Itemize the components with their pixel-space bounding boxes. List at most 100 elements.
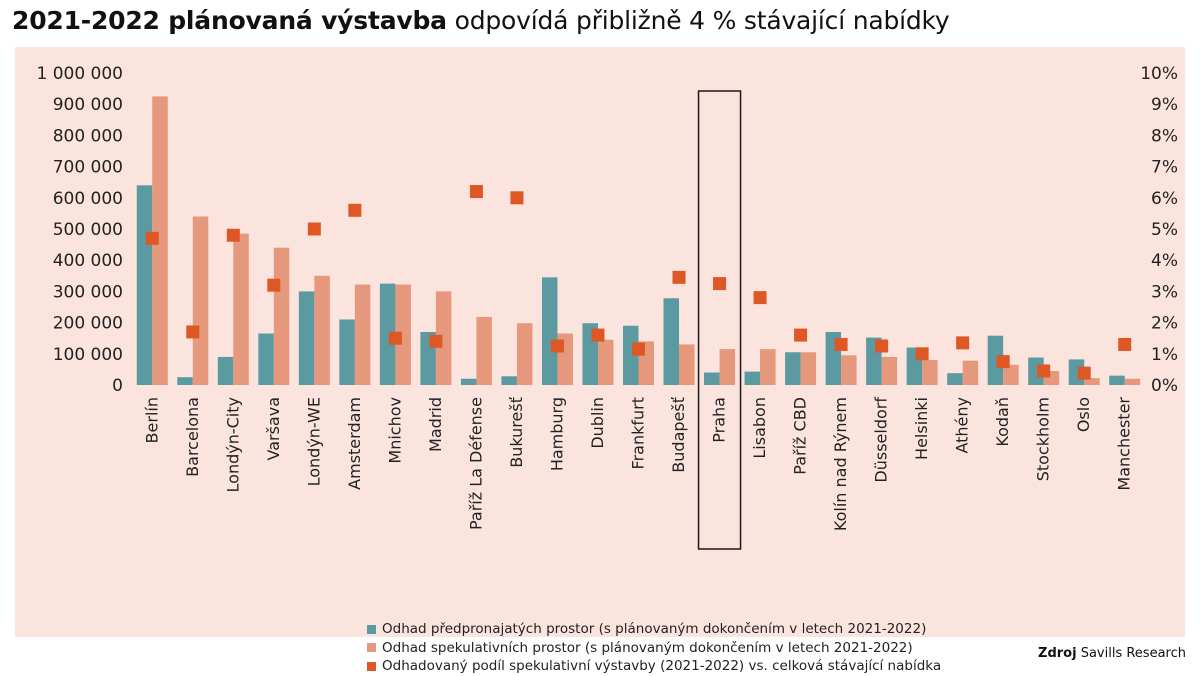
category-label: Helsinki xyxy=(912,397,931,460)
bar-speculative xyxy=(233,233,249,385)
chart-area: 0 100 000 200 000 300 000 400 000 500 000 600 … xyxy=(15,47,1185,674)
legend-label: Odhad předpronajatých prostor (s plánova… xyxy=(382,621,927,637)
category-label: Londýn-WE xyxy=(304,397,323,486)
category-label: Berlín xyxy=(142,397,161,443)
bar-preleased xyxy=(501,376,517,385)
category-label: Bukurešť xyxy=(507,397,526,468)
share-marker xyxy=(875,339,889,353)
y-left-tick-label: 200 000 xyxy=(53,314,123,334)
legend-swatch xyxy=(367,643,376,653)
share-marker xyxy=(753,291,767,305)
bar-preleased xyxy=(1028,357,1044,385)
bar-speculative xyxy=(922,360,938,385)
bar-preleased xyxy=(379,283,396,385)
legend: Odhad předpronajatých prostor (s plánova… xyxy=(367,620,941,676)
category-label: Varšava xyxy=(264,397,283,461)
category-label: Amsterdam xyxy=(345,397,364,490)
share-marker xyxy=(794,328,808,342)
bar-speculative xyxy=(841,355,857,385)
bar-speculative xyxy=(1003,364,1019,385)
y-right-tick-label: 9% xyxy=(1151,95,1178,115)
share-marker xyxy=(307,222,321,236)
y-left-tick-label: 400 000 xyxy=(53,251,123,271)
category-label: Hamburg xyxy=(547,397,566,471)
bar-speculative xyxy=(1124,378,1141,385)
share-marker xyxy=(996,355,1010,369)
y-left-tick-label: 800 000 xyxy=(53,126,123,146)
bar-preleased xyxy=(785,352,801,385)
bar-preleased xyxy=(339,319,355,385)
category-label: Paříž La Défense xyxy=(466,397,485,530)
bar-preleased xyxy=(704,372,720,385)
bar-preleased xyxy=(258,333,274,385)
y-left-tick-label: 300 000 xyxy=(53,282,123,302)
bar-preleased xyxy=(177,377,193,385)
category-label: Barcelona xyxy=(183,397,202,477)
chart-plot: 0 100 000 200 000 300 000 400 000 500 000 600 … xyxy=(36,64,1178,550)
legend-item: Odhad spekulativních prostor (s plánovan… xyxy=(367,639,941,658)
category-label: Lisabon xyxy=(750,397,769,459)
category-label: Paříž CBD xyxy=(791,397,810,475)
y-left-tick-label: 900 000 xyxy=(53,95,123,115)
y-left-tick-label: 500 000 xyxy=(53,220,123,240)
bar-preleased xyxy=(623,325,639,385)
bar-preleased xyxy=(460,378,477,385)
y-left-tick-label: 0 xyxy=(112,376,123,396)
share-marker xyxy=(267,278,281,292)
share-marker xyxy=(591,328,605,342)
legend-item: Odhadovaný podíl spekulativní výstavby (… xyxy=(367,657,941,676)
y-left-tick-label: 600 000 xyxy=(53,189,123,209)
bar-preleased xyxy=(744,371,761,385)
y-right-tick-label: 4% xyxy=(1151,251,1178,271)
category-label: Budapešť xyxy=(669,397,688,473)
category-label: Manchester xyxy=(1115,397,1134,491)
legend-swatch xyxy=(367,624,376,634)
legend-label: Odhad spekulativních prostor (s plánovan… xyxy=(382,639,913,656)
share-marker xyxy=(145,231,159,245)
y-right-tick-label: 5% xyxy=(1151,220,1178,240)
bar-speculative xyxy=(962,360,979,385)
bar-speculative xyxy=(476,316,492,385)
legend-swatch xyxy=(367,661,376,671)
share-marker xyxy=(672,270,686,284)
bar-preleased xyxy=(1109,375,1125,385)
share-marker xyxy=(1077,366,1091,380)
bar-speculative xyxy=(800,352,817,385)
bar-speculative xyxy=(679,344,695,385)
bar-speculative xyxy=(760,349,776,385)
category-label: Kodaň xyxy=(993,397,1012,447)
bar-preleased xyxy=(947,373,963,385)
y-right-tick-label: 7% xyxy=(1151,158,1178,178)
source-text: Savills Research xyxy=(1080,646,1186,661)
share-marker xyxy=(834,337,848,351)
share-marker xyxy=(186,325,200,339)
bar-speculative xyxy=(1084,378,1100,385)
category-label: Stockholm xyxy=(1034,397,1053,481)
share-marker xyxy=(469,185,483,199)
y-right-tick-label: 1% xyxy=(1151,345,1178,365)
category-label: Düsseldorf xyxy=(872,397,891,483)
bar-speculative xyxy=(881,356,898,385)
bar-speculative xyxy=(435,291,452,385)
share-marker xyxy=(388,331,402,345)
y-left-tick-label: 1 000 000 xyxy=(36,64,123,84)
y-right-tick-label: 0% xyxy=(1151,376,1178,396)
bar-preleased xyxy=(136,185,153,385)
bar-speculative xyxy=(314,275,330,385)
category-label: Athény xyxy=(953,397,972,454)
y-left-tick-label: 700 000 xyxy=(53,158,123,178)
bar-preleased xyxy=(541,277,558,385)
y-right-tick-label: 2% xyxy=(1151,314,1178,334)
bar-preleased xyxy=(298,291,315,385)
bar-preleased xyxy=(217,356,234,385)
bar-speculative xyxy=(152,96,168,386)
bar-speculative xyxy=(516,323,533,385)
highlight-box-praha xyxy=(697,90,742,550)
bar-speculative xyxy=(273,247,290,385)
share-marker xyxy=(226,228,240,242)
share-marker xyxy=(915,347,929,361)
share-marker xyxy=(510,191,524,205)
share-marker xyxy=(348,203,362,217)
bar-speculative xyxy=(354,284,371,385)
source-note: Zdroj Savills Research xyxy=(1038,646,1186,661)
